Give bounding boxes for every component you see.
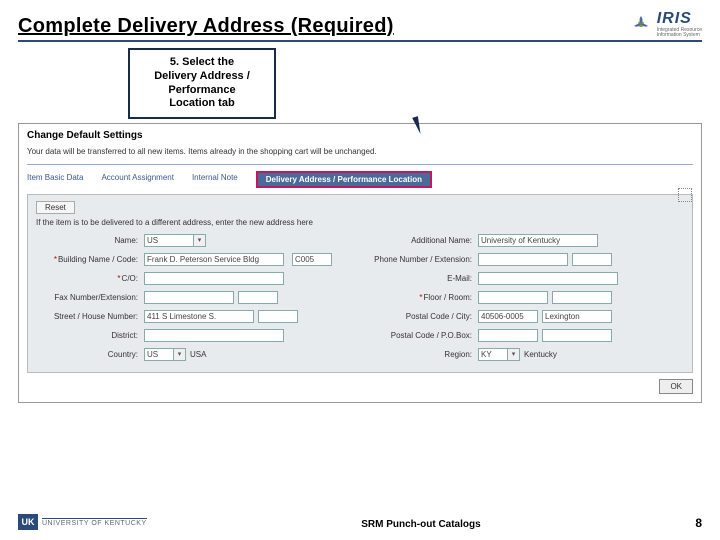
pobox-field[interactable] <box>542 329 612 342</box>
footer: UK UNIVERSITY OF KENTUCKY SRM Punch-out … <box>18 514 702 530</box>
co-field[interactable] <box>144 272 284 285</box>
fax-label: Fax Number/Extension: <box>36 293 144 302</box>
callout: 5. Select the Delivery Address / Perform… <box>128 48 702 119</box>
dropdown-icon[interactable]: ▾ <box>508 348 520 361</box>
postal-city-label: Postal Code / City: <box>370 312 478 321</box>
fax-field[interactable] <box>144 291 234 304</box>
tab-account-assignment[interactable]: Account Assignment <box>101 171 173 188</box>
additional-name-label: Additional Name: <box>370 236 478 245</box>
floor-label: Floor / Room: <box>370 293 478 302</box>
app-description: Your data will be transferred to all new… <box>27 147 693 156</box>
street-label: Street / House Number: <box>36 312 144 321</box>
ok-button[interactable]: OK <box>659 379 693 394</box>
uk-name: UNIVERSITY OF KENTUCKY <box>42 518 147 527</box>
dropdown-icon[interactable]: ▾ <box>194 234 206 247</box>
room-field[interactable] <box>552 291 612 304</box>
country-code-field[interactable]: US <box>144 348 174 361</box>
region-label: Region: <box>370 350 478 359</box>
name-field[interactable]: US <box>144 234 194 247</box>
postal-code-field[interactable]: 40506-0005 <box>478 310 538 323</box>
logo-subtext-2: Information System <box>657 33 702 38</box>
form-panel: Reset If the item is to be delivered to … <box>27 194 693 373</box>
co-label: C/O: <box>36 274 144 283</box>
country-name-text: USA <box>190 350 206 359</box>
phone-label: Phone Number / Extension: <box>370 255 478 264</box>
app-window: Change Default Settings Your data will b… <box>18 123 702 403</box>
left-column: Name: US ▾ Building Name / Code: Frank D… <box>36 233 350 366</box>
callout-line: Delivery Address / <box>144 70 260 84</box>
name-label: Name: <box>36 236 144 245</box>
dropdown-icon[interactable]: ▾ <box>174 348 186 361</box>
page-number: 8 <box>695 516 702 530</box>
phone-ext-field[interactable] <box>572 253 612 266</box>
email-field[interactable] <box>478 272 618 285</box>
building-label: Building Name / Code: <box>36 255 144 264</box>
iris-flower-icon <box>629 12 653 36</box>
footer-title: SRM Punch-out Catalogs <box>147 519 696 530</box>
tab-strip: Item Basic Data Account Assignment Inter… <box>27 171 693 188</box>
email-label: E-Mail: <box>370 274 478 283</box>
iris-logo: IRIS Integrated Resource Information Sys… <box>629 10 702 38</box>
tab-internal-note[interactable]: Internal Note <box>192 171 238 188</box>
callout-line: Performance <box>144 84 260 98</box>
right-column: Additional Name: University of Kentucky … <box>370 233 684 366</box>
callout-line: Location tab <box>144 97 260 111</box>
street-field[interactable]: 411 S Limestone S. <box>144 310 254 323</box>
district-label: District: <box>36 331 144 340</box>
tab-delivery-address[interactable]: Delivery Address / Performance Location <box>256 171 432 188</box>
country-label: Country: <box>36 350 144 359</box>
uk-logo: UK UNIVERSITY OF KENTUCKY <box>18 514 147 530</box>
region-code-field[interactable]: KY <box>478 348 508 361</box>
panel-description: If the item is to be delivered to a diff… <box>36 218 684 227</box>
options-icon[interactable] <box>678 188 692 202</box>
slide-header: Complete Delivery Address (Required) IRI… <box>18 10 702 42</box>
logo-text: IRIS <box>657 10 702 28</box>
slide-title: Complete Delivery Address (Required) <box>18 15 394 38</box>
city-field[interactable]: Lexington <box>542 310 612 323</box>
app-title: Change Default Settings <box>27 130 693 141</box>
uk-badge: UK <box>18 514 38 530</box>
reset-button[interactable]: Reset <box>36 201 75 214</box>
house-number-field[interactable] <box>258 310 298 323</box>
district-field[interactable] <box>144 329 284 342</box>
phone-field[interactable] <box>478 253 568 266</box>
additional-name-field[interactable]: University of Kentucky <box>478 234 598 247</box>
divider <box>27 164 693 165</box>
pobox-postal-field[interactable] <box>478 329 538 342</box>
pobox-label: Postal Code / P.O.Box: <box>370 331 478 340</box>
building-code-field[interactable]: C005 <box>292 253 332 266</box>
fax-ext-field[interactable] <box>238 291 278 304</box>
tab-item-basic[interactable]: Item Basic Data <box>27 171 83 188</box>
building-name-field[interactable]: Frank D. Peterson Service Bldg <box>144 253 284 266</box>
floor-field[interactable] <box>478 291 548 304</box>
region-name-text: Kentucky <box>524 350 557 359</box>
callout-line: 5. Select the <box>144 56 260 70</box>
